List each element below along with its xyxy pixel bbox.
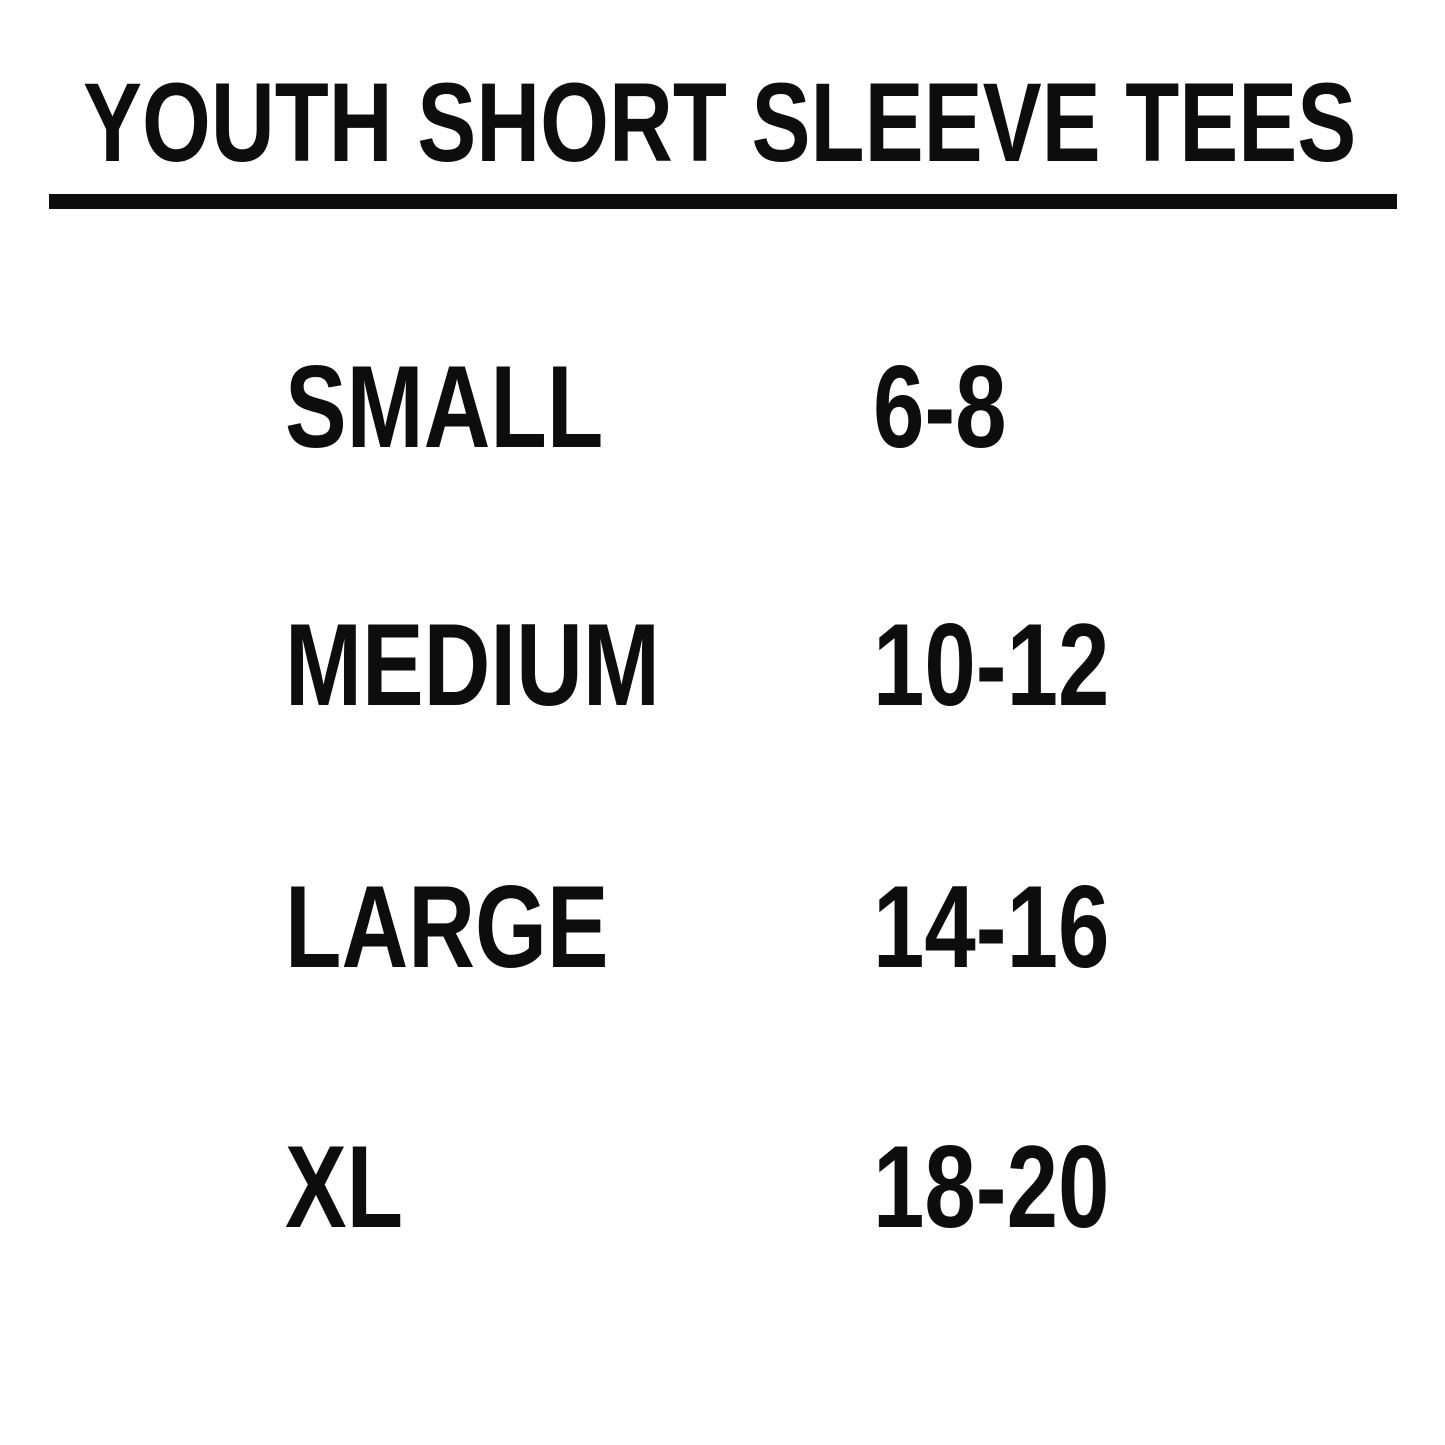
- size-range: 10-12: [873, 599, 1110, 730]
- size-label: LARGE: [285, 861, 609, 992]
- page-title: YOUTH SHORT SLEEVE TEES: [83, 60, 1357, 185]
- size-label: SMALL: [285, 341, 604, 472]
- size-range: 6-8: [873, 341, 1007, 472]
- table-row: MEDIUM 10-12: [0, 606, 1445, 726]
- table-row: SMALL 6-8: [0, 348, 1445, 468]
- table-row: LARGE 14-16: [0, 868, 1445, 988]
- title-divider: [49, 194, 1397, 209]
- size-range: 18-20: [873, 1121, 1110, 1252]
- size-label: MEDIUM: [285, 599, 660, 730]
- size-label: XL: [285, 1121, 404, 1252]
- size-range: 14-16: [873, 861, 1110, 992]
- table-row: XL 18-20: [0, 1128, 1445, 1248]
